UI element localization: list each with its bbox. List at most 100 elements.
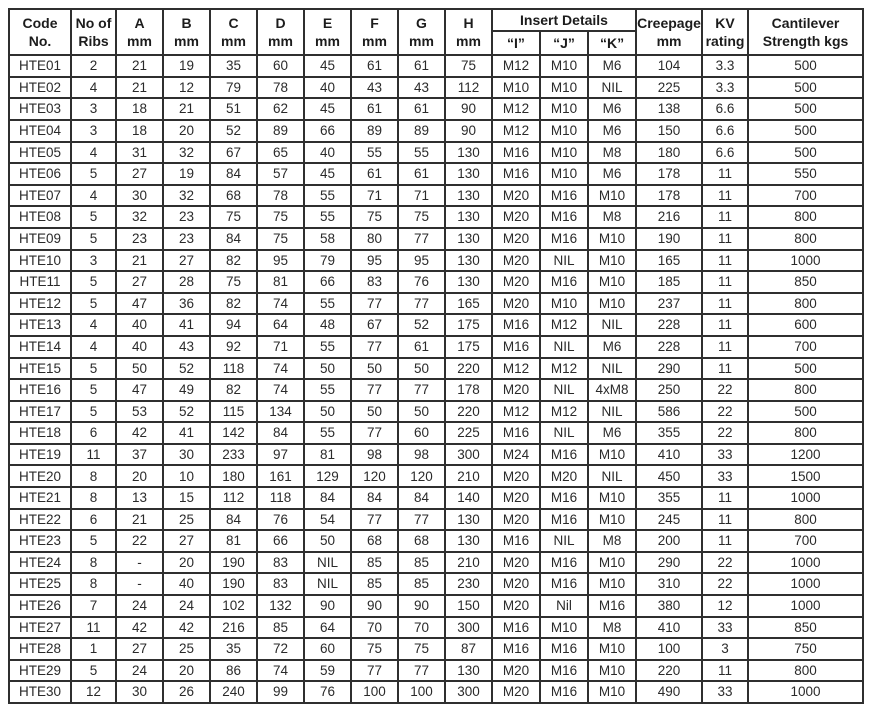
dim-letter: H [463, 14, 474, 31]
cell-no-of-ribs: 4 [70, 140, 117, 165]
table-row: HTE07 4 30 32 68 78 55 71 71 130 M20 M16 M10 178 11 700 [8, 183, 865, 208]
table-row: HTE24 8-20 190 83 NIL 85 85 210 M20 M16 M10 290 22 10… [8, 550, 865, 575]
table-row: HTE27 11 42 42 216 85 64 70 70 300 M16 M10 M8 410 33 85… [8, 615, 865, 640]
cell-dim-e: 55 [303, 421, 352, 445]
table-row: HTE11 5 27 28 75 81 66 83 76 130 M20 M16 M10 185 11 850 [8, 270, 865, 294]
cell-kv-rating: 11 [701, 183, 750, 208]
table-row: HTE05 4 31 32 67 65 40 55 55 130 M16 M10 M8 180 6.6 500 [8, 140, 865, 165]
cell-dim-e: 66 [303, 270, 352, 294]
cell-dim-c: 79 [209, 75, 258, 100]
col-header-dim-d: D mm [256, 7, 305, 57]
cell-insert-i: M20 [491, 183, 541, 208]
cell-dim-e: 50 [303, 399, 352, 424]
cell-dim-h: 130 [444, 507, 493, 532]
cell-dim-e: 84 [303, 486, 352, 510]
cell-dim-g: 61 [397, 54, 446, 78]
col-header-dim-f: F mm [350, 7, 399, 57]
cell-dim-e: NIL [303, 572, 352, 597]
table-row: HTE20 8 20 10 180 161 129 120 120 210 M20 M20 NIL 450… [8, 464, 865, 489]
cell-dim-a: 13 [115, 486, 164, 510]
cell-dim-d: 84 [256, 421, 305, 445]
cell-dim-b: 52 [162, 356, 211, 381]
cell-cantilever-strength: 1000 [747, 572, 865, 597]
cell-dim-b: 43 [162, 334, 211, 359]
cell-kv-rating: 3.3 [701, 75, 750, 100]
cell-kv-rating: 11 [701, 486, 750, 510]
cell-insert-j: M16 [539, 442, 589, 467]
cell-dim-h: 300 [444, 680, 493, 704]
cell-kv-rating: 11 [701, 313, 750, 337]
col-header-code-line1: Code [22, 14, 58, 31]
cell-dim-a: 27 [115, 162, 164, 186]
table-row: HTE14 4 40 43 92 71 55 77 61 175 M16 NIL M6 228 11 700 [8, 334, 865, 359]
cell-dim-h: 175 [444, 313, 493, 337]
cell-dim-b: 21 [162, 97, 211, 121]
cell-dim-g: 75 [397, 205, 446, 229]
cell-insert-j: M16 [539, 680, 589, 704]
cell-insert-k: M10 [586, 248, 638, 273]
cell-kv-rating: 11 [701, 270, 750, 294]
cell-dim-d: 78 [256, 75, 305, 100]
cell-dim-a: 21 [115, 248, 164, 273]
cell-insert-k: M6 [586, 118, 638, 143]
cell-dim-f: 61 [350, 97, 399, 121]
col-header-dim-c: C mm [209, 7, 258, 57]
table-row: HTE02 4 21 12 79 78 40 43 43 112 M10 M10 NIL 225 3.3 50… [8, 75, 865, 100]
cell-kv-rating: 11 [701, 334, 750, 359]
cell-no-of-ribs: 5 [70, 356, 117, 381]
cell-insert-i: M20 [491, 507, 541, 532]
cell-code-no: HTE30 [8, 680, 72, 704]
cell-dim-e: 60 [303, 637, 352, 661]
cell-dim-f: 75 [350, 205, 399, 229]
cell-dim-g: 77 [397, 378, 446, 402]
cell-dim-e: 81 [303, 442, 352, 467]
cell-dim-d: 75 [256, 226, 305, 251]
cell-insert-j: NIL [539, 248, 589, 273]
cell-dim-g: 60 [397, 421, 446, 445]
cell-insert-k: M10 [586, 658, 638, 683]
table-row: HTE30 12 30 26 240 99 76 100 100 300 M20 M16 M10 490 3… [8, 680, 865, 704]
cell-code-no: HTE11 [8, 270, 72, 294]
table-row: HTE03 3 18 21 51 62 45 61 61 90 M12 M10 M6 138 6.6 500 [8, 97, 865, 121]
cell-cantilever-strength: 1000 [747, 680, 865, 704]
cell-insert-j: M10 [539, 615, 589, 640]
cell-code-no: HTE24 [8, 550, 72, 575]
cell-dim-b: 41 [162, 313, 211, 337]
dim-unit: mm [127, 33, 152, 50]
cell-dim-h: 130 [444, 658, 493, 683]
table-row: HTE22 6 21 25 84 76 54 77 77 130 M20 M16 M10 245 11 800 [8, 507, 865, 532]
table-row: HTE16 5 47 49 82 74 55 77 77 178 M20 NIL 4xM8 250 22 80… [8, 378, 865, 402]
cell-dim-g: 84 [397, 486, 446, 510]
cell-dim-e: 64 [303, 615, 352, 640]
dim-unit: mm [409, 33, 434, 50]
cell-insert-j: M16 [539, 270, 589, 294]
cell-dim-f: 75 [350, 637, 399, 661]
cell-insert-k: M10 [586, 572, 638, 597]
cell-dim-b: 24 [162, 594, 211, 618]
cell-dim-c: 102 [209, 594, 258, 618]
cell-dim-h: 90 [444, 97, 493, 121]
dim-unit: mm [268, 33, 293, 50]
cell-dim-a: 42 [115, 421, 164, 445]
cell-dim-b: 10 [162, 464, 211, 489]
cell-dim-h: 230 [444, 572, 493, 597]
cell-dim-f: 77 [350, 421, 399, 445]
cell-dim-h: 210 [444, 464, 493, 489]
cell-creepage: 410 [635, 615, 704, 640]
cell-insert-i: M10 [491, 75, 541, 100]
cell-insert-k: M10 [586, 226, 638, 251]
cell-dim-g: 98 [397, 442, 446, 467]
col-header-kv-rating: KV rating [701, 7, 750, 57]
cell-dim-b: 20 [162, 550, 211, 575]
cell-dim-d: 75 [256, 205, 305, 229]
cell-dim-c: 190 [209, 550, 258, 575]
cell-dim-d: 118 [256, 486, 305, 510]
cell-dim-h: 225 [444, 421, 493, 445]
cell-dim-g: 68 [397, 529, 446, 553]
cell-insert-i: M20 [491, 680, 541, 704]
cell-no-of-ribs: 4 [70, 75, 117, 100]
cell-creepage: 237 [635, 291, 704, 316]
cell-insert-k: M6 [586, 421, 638, 445]
cell-dim-a: 53 [115, 399, 164, 424]
cell-cantilever-strength: 1000 [747, 550, 865, 575]
